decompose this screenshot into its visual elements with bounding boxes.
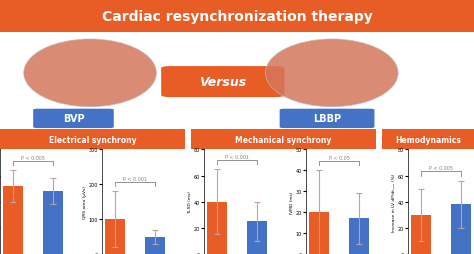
Text: Mechanical synchrony: Mechanical synchrony [235, 135, 331, 144]
Ellipse shape [265, 40, 398, 107]
Bar [3, 186, 23, 254]
Bar [451, 204, 471, 254]
Y-axis label: QRS area (µVs): QRS area (µVs) [83, 186, 87, 218]
Text: P < 0.005: P < 0.005 [429, 166, 453, 171]
Text: P < 0.001: P < 0.001 [123, 176, 147, 181]
Text: Electrical synchrony: Electrical synchrony [48, 135, 136, 144]
Text: P < 0.05: P < 0.05 [328, 155, 349, 160]
Text: BVP: BVP [63, 114, 84, 124]
Text: P < 0.001: P < 0.001 [225, 154, 249, 159]
Y-axis label: Ts-SD (ms): Ts-SD (ms) [188, 190, 192, 213]
Bar [105, 219, 125, 254]
Y-axis label: Increase in LV dP/dtₘₐₓ (%): Increase in LV dP/dtₘₐₓ (%) [392, 173, 396, 231]
Bar [309, 212, 329, 254]
Bar [349, 219, 369, 254]
FancyBboxPatch shape [33, 109, 114, 129]
Bar [43, 192, 63, 254]
Ellipse shape [24, 40, 156, 107]
Text: LBBP: LBBP [313, 114, 341, 124]
FancyBboxPatch shape [280, 109, 374, 129]
Bar [247, 221, 267, 254]
Text: Cardiac resynchronization therapy: Cardiac resynchronization therapy [101, 10, 373, 23]
FancyBboxPatch shape [161, 67, 284, 98]
Text: P < 0.005: P < 0.005 [21, 155, 45, 160]
Text: Versus: Versus [199, 76, 246, 89]
Bar [207, 202, 227, 254]
Bar [411, 215, 431, 254]
Bar [145, 237, 165, 254]
Y-axis label: IVMD (ms): IVMD (ms) [290, 191, 294, 213]
Text: Hemodynamics: Hemodynamics [395, 135, 461, 144]
